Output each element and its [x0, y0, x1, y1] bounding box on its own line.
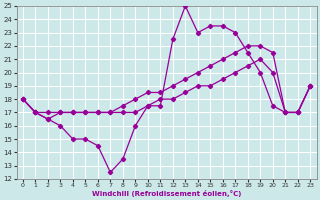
X-axis label: Windchill (Refroidissement éolien,°C): Windchill (Refroidissement éolien,°C)	[92, 190, 241, 197]
